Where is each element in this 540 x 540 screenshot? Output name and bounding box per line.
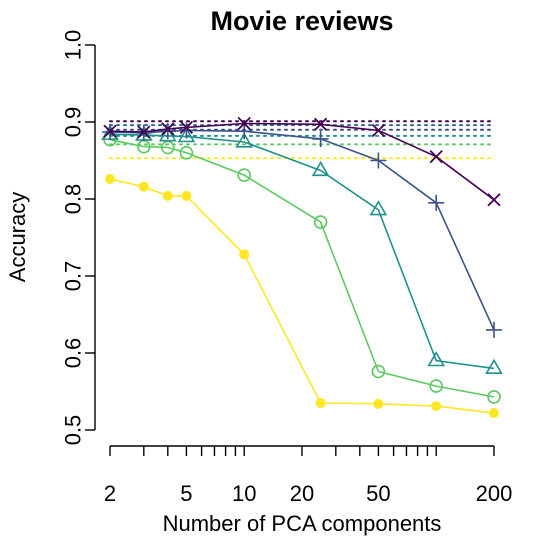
series-line — [109, 138, 495, 398]
x-tick-label: 50 — [366, 481, 390, 506]
data-point — [137, 125, 151, 139]
data-point — [371, 123, 386, 138]
data-point — [431, 401, 442, 412]
data-point — [428, 194, 445, 211]
data-point — [237, 168, 252, 182]
data-point — [177, 127, 196, 143]
x-tick-label: 20 — [290, 481, 314, 506]
x-tick-label: 200 — [476, 481, 513, 506]
data-point — [371, 364, 386, 379]
series — [101, 124, 503, 375]
data-point — [373, 398, 384, 409]
series — [103, 116, 501, 207]
data-point — [429, 150, 443, 164]
data-point — [369, 200, 388, 216]
data-point — [162, 190, 173, 201]
x-axis-label: Number of PCA components — [163, 511, 442, 536]
y-tick-label: 0.8 — [61, 184, 86, 215]
y-tick-label: 1.0 — [61, 30, 86, 61]
data-point — [486, 321, 502, 338]
data-point — [315, 398, 326, 409]
data-point — [237, 116, 251, 131]
y-axis-label: Accuracy — [5, 192, 30, 282]
series-line — [109, 133, 495, 370]
data-point — [179, 120, 194, 135]
series-line — [109, 178, 495, 414]
data-point — [489, 408, 499, 419]
data-point — [239, 249, 250, 260]
data-point — [159, 123, 176, 140]
data-point — [235, 132, 254, 148]
data-point — [427, 351, 446, 367]
y-tick-label: 0.7 — [61, 261, 86, 292]
series-group — [101, 116, 503, 419]
data-point — [161, 122, 175, 136]
data-point — [236, 123, 253, 140]
series — [105, 173, 499, 419]
axes: 0.5 0.6 0.7 0.8 0.9 1.0 2 5 10 20 50 200 — [61, 30, 513, 506]
data-point — [179, 146, 194, 160]
data-point — [487, 193, 501, 207]
y-tick-label: 0.5 — [61, 415, 86, 446]
series-line — [109, 129, 495, 331]
data-point — [370, 152, 387, 169]
data-point — [312, 130, 329, 147]
data-point — [181, 190, 192, 201]
data-point — [313, 215, 328, 229]
series — [103, 132, 501, 404]
data-point — [485, 358, 503, 375]
data-point — [138, 181, 149, 192]
x-tick-label: 2 — [104, 481, 116, 506]
chart-title: Movie reviews — [210, 6, 393, 36]
data-point — [487, 390, 501, 404]
data-point — [158, 126, 177, 142]
data-point — [103, 124, 117, 138]
y-tick-label: 0.6 — [61, 338, 86, 369]
data-point — [311, 160, 330, 177]
x-tick-label: 10 — [232, 481, 256, 506]
data-point — [105, 173, 115, 184]
series — [102, 122, 502, 338]
data-point — [313, 117, 328, 131]
data-point — [429, 379, 444, 393]
data-point — [178, 122, 195, 139]
y-tick-label: 0.9 — [61, 107, 86, 138]
x-tick-label: 5 — [180, 481, 192, 506]
